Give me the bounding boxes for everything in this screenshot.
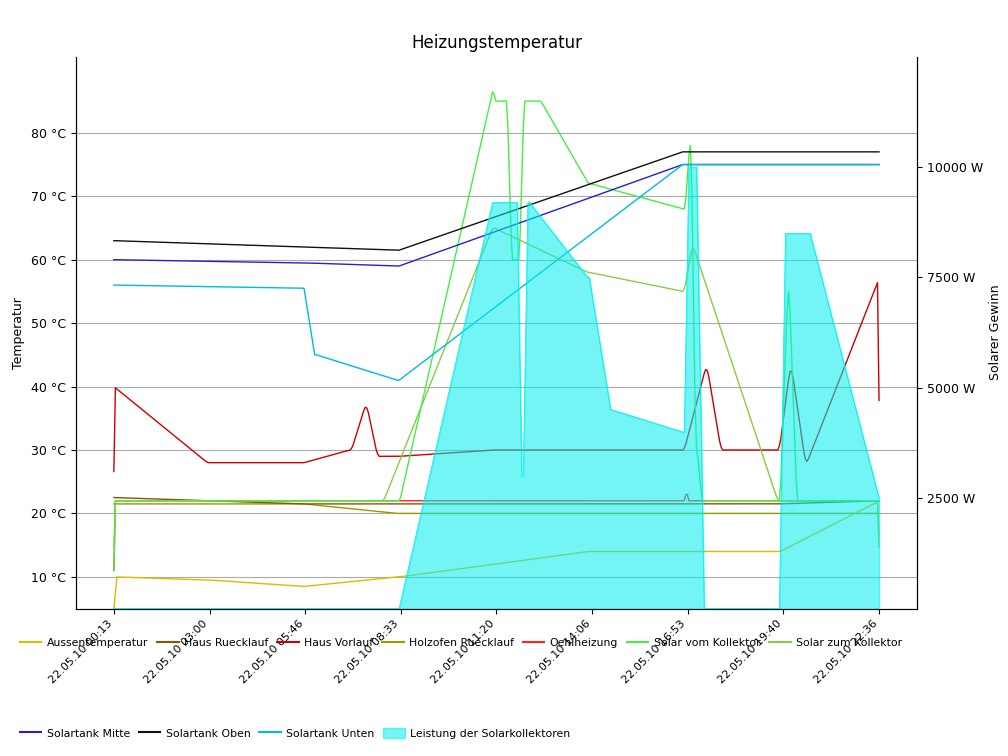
Y-axis label: Solarer Gewinn: Solarer Gewinn <box>989 285 1002 380</box>
Title: Heizungstemperatur: Heizungstemperatur <box>411 34 582 52</box>
Legend: Solartank Mitte, Solartank Oben, Solartank Unten, Leistung der Solarkollektoren: Solartank Mitte, Solartank Oben, Solarta… <box>15 723 575 743</box>
Y-axis label: Temperatur: Temperatur <box>12 296 25 369</box>
